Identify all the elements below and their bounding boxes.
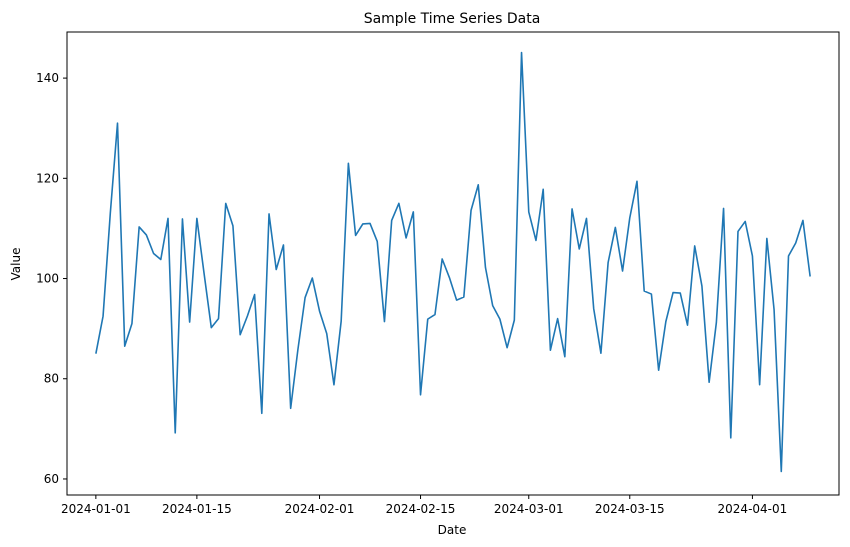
y-axis: 60 80 100 120 140 (36, 71, 67, 486)
x-tick-label: 2024-03-01 (494, 502, 564, 516)
x-tick-label: 2024-02-15 (386, 502, 456, 516)
y-tick-label: 140 (36, 71, 59, 85)
x-tick-label: 2024-03-15 (595, 502, 665, 516)
x-tick-label: 2024-01-01 (61, 502, 131, 516)
x-axis-title: Date (438, 523, 467, 537)
y-tick-label: 100 (36, 272, 59, 286)
x-tick-label: 2024-02-01 (285, 502, 355, 516)
series-line (95, 51, 811, 473)
x-axis: 2024-01-01 2024-01-15 2024-02-01 2024-02-15… (61, 495, 787, 516)
y-axis-title: Value (9, 248, 23, 281)
chart-title: Sample Time Series Data (364, 11, 541, 27)
y-tick-label: 120 (36, 171, 59, 185)
x-tick-label: 2024-04-01 (718, 502, 788, 516)
x-tick-label: 2024-01-15 (162, 502, 232, 516)
y-tick-label: 60 (44, 472, 59, 486)
plot-frame (66, 31, 840, 496)
plot-area (95, 51, 811, 473)
y-tick-label: 80 (44, 372, 59, 386)
